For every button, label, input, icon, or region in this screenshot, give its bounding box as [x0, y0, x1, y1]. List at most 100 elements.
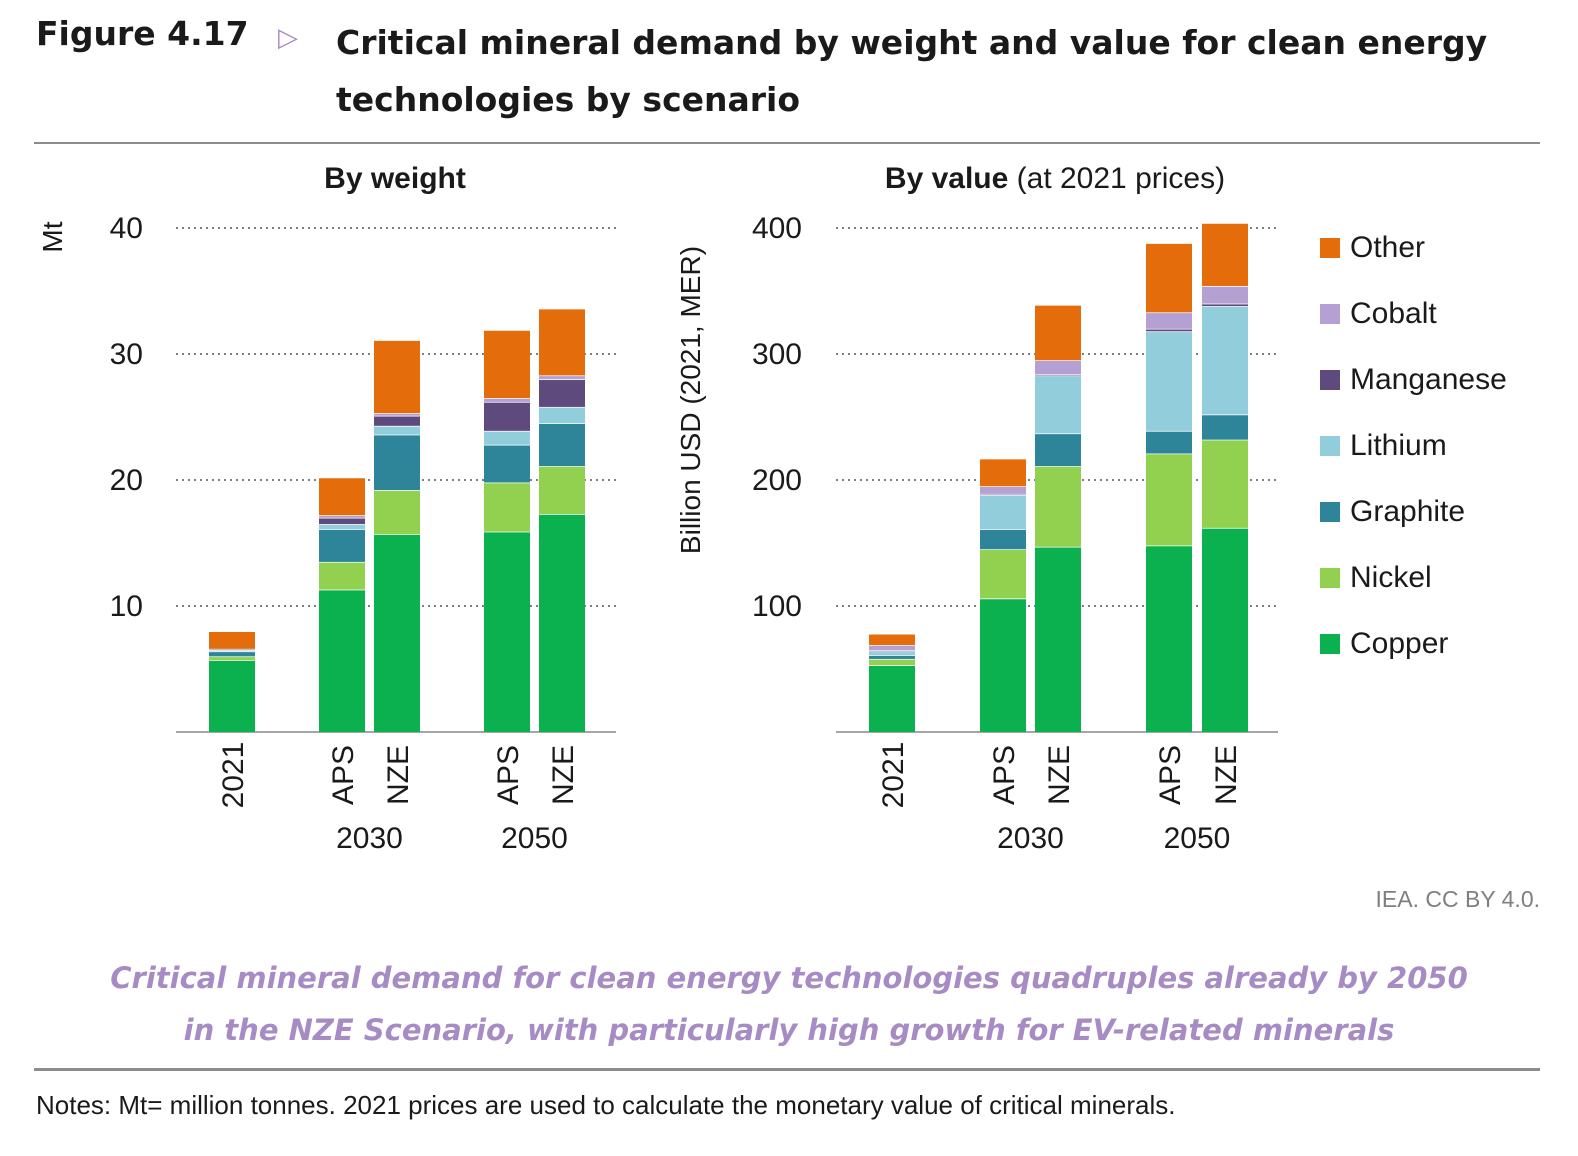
bar-segment-nickel [209, 656, 255, 661]
legend-item-lithium: Lithium [1320, 426, 1447, 466]
top-divider [34, 142, 1540, 144]
y-tick-label: 100 [752, 590, 802, 623]
bar-segment-other [1035, 304, 1081, 361]
bar-segment-copper [1202, 527, 1248, 732]
notes: Notes: Mt= million tonnes. 2021 prices a… [36, 1090, 1176, 1120]
legend-swatch [1320, 436, 1340, 456]
legend-swatch [1320, 238, 1340, 258]
x-category-label: NZE [1043, 745, 1076, 805]
y-tick-label: 40 [110, 212, 143, 245]
bar-segment-graphite [1202, 414, 1248, 440]
bar-segment-cobalt [869, 645, 915, 651]
figure-label: Figure 4.17 [36, 14, 249, 53]
bar-segment-manganese [1146, 328, 1192, 332]
x-category-label: 2021 [217, 742, 250, 809]
bar-segment-graphite [1035, 433, 1081, 467]
legend-item-cobalt: Cobalt [1320, 294, 1437, 334]
bar-segment-nickel [1146, 453, 1192, 546]
bar-segment-other [539, 308, 585, 376]
x-group-label: 2050 [1164, 822, 1231, 855]
x-category-label: 2021 [877, 742, 910, 809]
x-category-label: APS [327, 745, 360, 805]
figure-arrow-icon: ▷ [278, 22, 298, 52]
bar-segment-graphite [1146, 430, 1192, 454]
bar-segment-other [980, 458, 1026, 487]
bar-segment-manganese [374, 415, 420, 426]
y-axis-title: Mt [37, 221, 68, 252]
bar-segment-nickel [319, 561, 365, 590]
legend-swatch [1320, 304, 1340, 324]
x-category-label: APS [1154, 745, 1187, 805]
bar-segment-graphite [209, 651, 255, 657]
panel-title-value-text: By value [884, 162, 1009, 195]
y-tick-label: 10 [110, 590, 143, 623]
x-category-label: NZE [547, 745, 580, 805]
bar-segment-graphite [980, 529, 1026, 550]
bar-segment-cobalt [1202, 285, 1248, 304]
figure-caption: Critical mineral demand for clean energy… [0, 952, 1578, 1056]
x-category-label: APS [988, 745, 1021, 805]
panel-title-value: By value (at 2021 prices) [838, 162, 1272, 196]
bar-segment-copper [869, 665, 915, 732]
legend-item-other: Other [1320, 228, 1425, 268]
bar-segment-copper [319, 589, 365, 732]
bar-segment-graphite [539, 423, 585, 467]
legend-item-copper: Copper [1320, 624, 1448, 664]
panel-title-value-suffix: (at 2021 prices) [1008, 162, 1226, 195]
bar-segment-lithium [484, 430, 530, 445]
bar-segment-other [1202, 222, 1248, 286]
bar-segment-graphite [869, 655, 915, 659]
bar-segment-nickel [1035, 466, 1081, 547]
legend-label: Nickel [1350, 561, 1432, 594]
bar-segment-manganese [319, 517, 365, 525]
x-group-label: 2030 [997, 822, 1064, 855]
figure-title: Critical mineral demand by weight and va… [336, 23, 1488, 119]
panel-title-weight: By weight [178, 162, 612, 196]
bar-segment-lithium [869, 651, 915, 656]
legend-label: Other [1350, 231, 1426, 264]
bar-segment-copper [980, 598, 1026, 732]
legend-swatch [1320, 568, 1340, 588]
legend-item-manganese: Manganese [1320, 360, 1507, 400]
bar-segment-cobalt [1035, 360, 1081, 375]
bar-segment-manganese [484, 401, 530, 431]
y-tick-label: 200 [752, 464, 802, 497]
legend-label: Graphite [1350, 495, 1466, 528]
bar-segment-graphite [319, 529, 365, 562]
bar-segment-other [484, 330, 530, 399]
bar-segment-cobalt [374, 413, 420, 416]
bar-segment-copper [374, 534, 420, 732]
y-tick-label: 300 [752, 338, 802, 371]
bar-segment-nickel [869, 658, 915, 666]
legend-label: Copper [1350, 627, 1449, 660]
y-axis-title: Billion USD (2021, MER) [675, 246, 706, 554]
y-tick-label: 20 [110, 464, 143, 497]
bar-segment-copper [1035, 546, 1081, 732]
bar-segment-lithium [319, 524, 365, 530]
bar-segment-other [374, 340, 420, 414]
bar-segment-graphite [484, 444, 530, 483]
bar-segment-graphite [374, 434, 420, 491]
x-category-label: NZE [382, 745, 415, 805]
bar-segment-copper [1146, 545, 1192, 732]
bar-segment-lithium [1146, 331, 1192, 431]
legend-swatch [1320, 502, 1340, 522]
bar-segment-cobalt [319, 515, 365, 518]
x-group-label: 2030 [336, 822, 403, 855]
bar-segment-manganese [1202, 303, 1248, 307]
caption-line-1: Critical mineral demand for clean energy… [110, 961, 1468, 995]
legend-label: Lithium [1350, 429, 1447, 462]
bar-segment-lithium [374, 425, 420, 435]
bar-segment-lithium [1035, 375, 1081, 434]
legend-item-graphite: Graphite [1320, 492, 1465, 532]
panel-title-weight-text: By weight [324, 162, 466, 195]
bar-segment-cobalt [980, 486, 1026, 494]
bar-segment-nickel [539, 466, 585, 515]
bar-segment-other [319, 477, 365, 516]
bar-segment-lithium [539, 406, 585, 424]
bar-segment-nickel [484, 482, 530, 532]
legend-swatch [1320, 634, 1340, 654]
bar-segment-lithium [980, 495, 1026, 530]
legend-label: Manganese [1350, 363, 1507, 396]
y-tick-label: 400 [752, 212, 802, 245]
